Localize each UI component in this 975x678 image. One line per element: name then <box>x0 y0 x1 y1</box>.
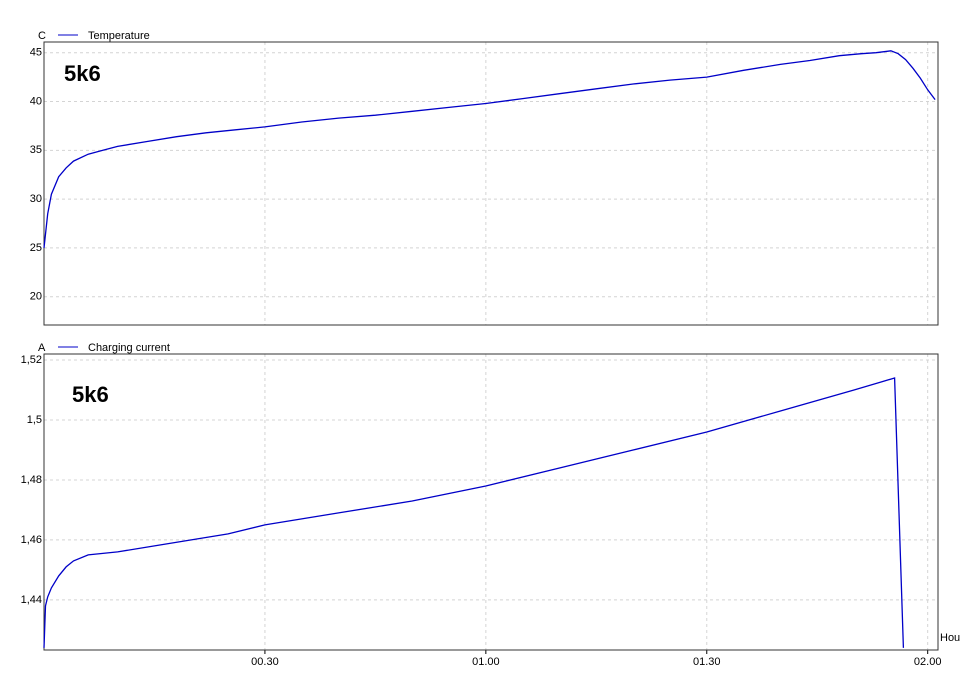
plot-border <box>43 353 939 651</box>
x-tick-label: 00.30 <box>251 656 279 668</box>
data-line <box>43 50 936 248</box>
x-tick-label: 02.00 <box>914 656 942 668</box>
plot-border <box>43 41 939 326</box>
y-tick-label: 1,46 <box>21 534 42 546</box>
data-line <box>43 377 905 648</box>
y-tick-label: 1,52 <box>21 354 42 366</box>
annotation: 5k6 <box>72 382 109 407</box>
plot-area <box>44 42 938 325</box>
legend-label: Charging current <box>88 342 170 354</box>
y-tick-label: 45 <box>30 47 42 59</box>
y-tick-label: 20 <box>30 291 42 303</box>
x-tick-label: 01.30 <box>693 656 721 668</box>
y-tick-label: 30 <box>30 193 42 205</box>
y-tick-label: 1,5 <box>27 414 42 426</box>
y-tick-label: 35 <box>30 144 42 156</box>
y-axis-unit: A <box>38 342 46 354</box>
y-tick-label: 1,44 <box>21 594 42 606</box>
x-tick-label: 01.00 <box>472 656 500 668</box>
plot-area <box>44 354 938 650</box>
y-tick-label: 40 <box>30 95 42 107</box>
annotation: 5k6 <box>64 61 101 86</box>
x-axis-label: Hou <box>940 632 960 644</box>
legend-label: Temperature <box>88 30 150 42</box>
y-tick-label: 25 <box>30 242 42 254</box>
y-tick-label: 1,48 <box>21 474 42 486</box>
y-axis-unit: C <box>38 30 46 42</box>
